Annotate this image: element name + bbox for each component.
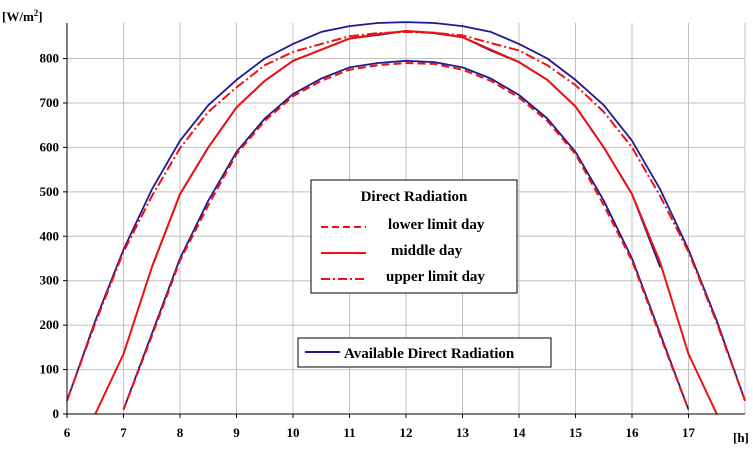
legend-title: Direct Radiation	[361, 189, 468, 205]
series-line-lower-limit-day-5	[122, 62, 690, 410]
x-tick-label: 12	[400, 425, 413, 440]
x-tick-label: 15	[569, 425, 583, 440]
series-line-available-direct-radiation-0	[66, 21, 746, 402]
legend-box	[310, 179, 518, 294]
y-tick-label: 400	[40, 228, 60, 243]
legend-entry-available: Available Direct Radiation	[344, 346, 515, 362]
x-tick-label: 6	[64, 425, 71, 440]
y-tick-label: 500	[40, 184, 60, 199]
x-tick-label: 10	[287, 425, 300, 440]
x-tick-label: 16	[626, 425, 640, 440]
y-tick-label: 700	[40, 95, 60, 110]
x-tick-label: 8	[177, 425, 184, 440]
series-line-middle-day-4	[94, 30, 718, 415]
legend-box	[297, 337, 552, 368]
y-tick-labels: 0 100 200 300 400 500 600 700 800	[40, 51, 60, 421]
legend-entry-upper: upper limit day	[386, 269, 485, 285]
series-line-available-direct-radiation-1	[122, 59, 690, 410]
legend-entry-middle: middle day	[391, 243, 463, 259]
legend-entry-lower: lower limit day	[388, 217, 485, 233]
x-tick-label: 17	[682, 425, 696, 440]
x-tick-label: 13	[456, 425, 470, 440]
y-axis-unit: [W/m2]	[2, 8, 43, 24]
series-group	[66, 21, 746, 415]
legend-direct-radiation: Direct Radiation lower limit day middle …	[310, 179, 518, 294]
x-tick-label: 7	[120, 425, 127, 440]
y-tick-label: 100	[40, 362, 60, 377]
legend-available: Available Direct Radiation	[297, 337, 552, 368]
y-tick-label: 800	[40, 51, 60, 66]
x-tick-labels: 6 7 8 9 10 11 12 13 14 15 16 17	[64, 425, 696, 440]
x-axis-unit: [h]	[733, 430, 749, 445]
axes	[63, 23, 745, 418]
x-tick-label: 14	[513, 425, 527, 440]
y-tick-label: 300	[40, 273, 60, 288]
y-tick-label: 200	[40, 317, 60, 332]
x-tick-label: 11	[343, 425, 355, 440]
y-tick-label: 600	[40, 139, 60, 154]
x-tick-label: 9	[233, 425, 240, 440]
y-tick-label: 0	[53, 406, 60, 421]
